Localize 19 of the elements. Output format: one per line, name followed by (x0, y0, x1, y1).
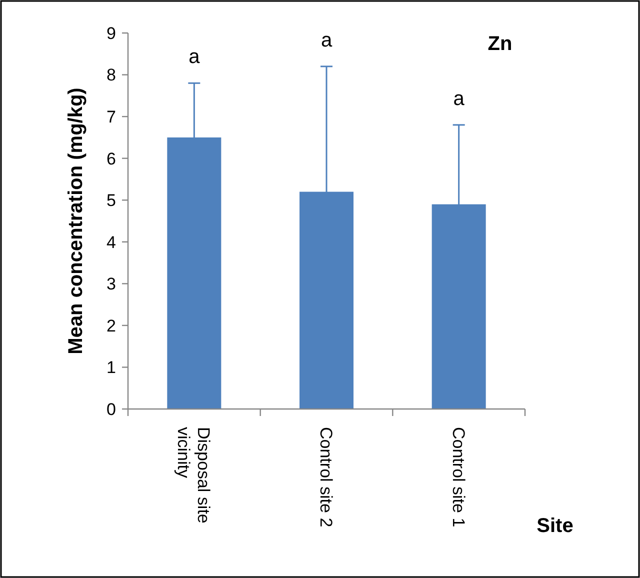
y-tick-label: 4 (106, 232, 116, 252)
annotation: a (320, 29, 333, 52)
annotation: a (188, 46, 201, 68)
y-tick-label: 0 (106, 400, 116, 419)
x-tick-label: Disposal site vicinity (174, 427, 214, 524)
y-tick-label: 5 (106, 191, 116, 210)
x-tick-label: Control site 1 (448, 427, 468, 528)
annotation: a (453, 88, 466, 110)
y-axis-title: Mean concentration (mg/kg) (65, 88, 87, 354)
y-tick-label: 7 (106, 108, 116, 127)
x-axis-title: Site (536, 515, 574, 537)
y-tick-label: 8 (106, 66, 116, 85)
y-tick-label: 2 (106, 316, 116, 336)
annotation: Zn (488, 33, 512, 55)
x-tick-label: Control site 2 (316, 427, 336, 528)
y-tick-label: 6 (106, 149, 116, 168)
y-tick-label: 1 (106, 358, 116, 378)
y-tick-label: 9 (106, 24, 116, 43)
y-tick-label: 3 (106, 274, 116, 294)
